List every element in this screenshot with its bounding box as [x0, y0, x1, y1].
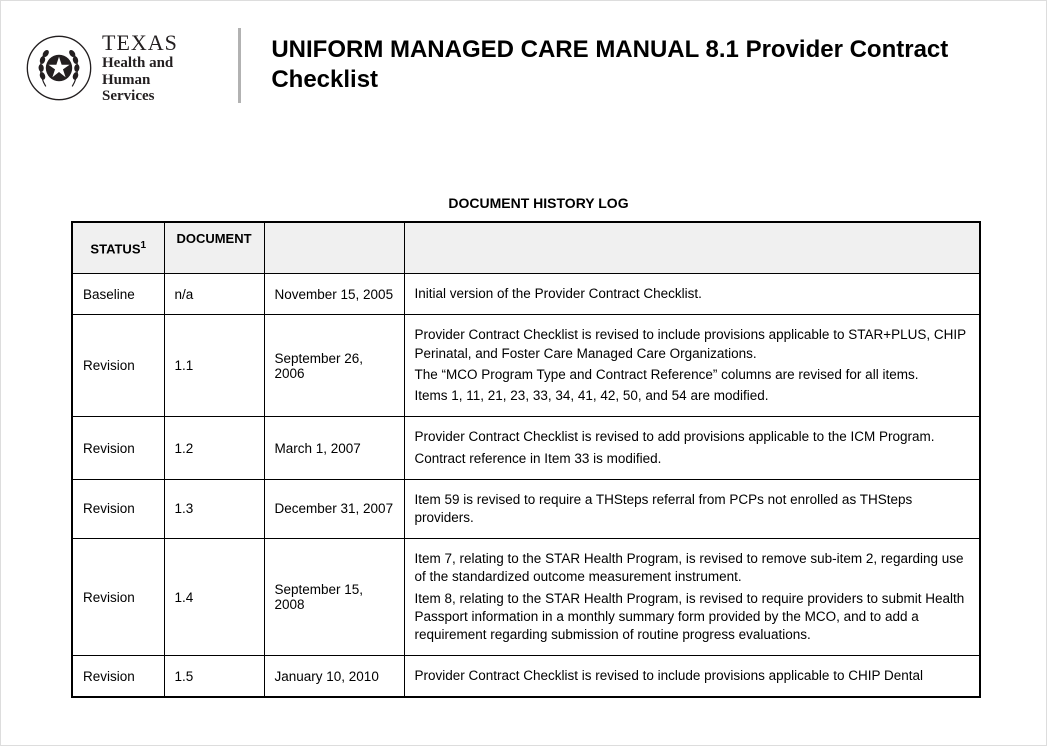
cell-description: Provider Contract Checklist is revised t… [404, 656, 980, 698]
description-paragraph: Item 8, relating to the STAR Health Prog… [415, 590, 970, 645]
table-header-row: STATUS1 DOCUMENT [72, 222, 980, 274]
cell-document: 1.3 [164, 479, 264, 538]
cell-description: Initial version of the Provider Contract… [404, 274, 980, 315]
cell-description: Item 59 is revised to require a THSteps … [404, 479, 980, 538]
org-subline-1: Health and Human [102, 55, 211, 88]
cell-description: Item 7, relating to the STAR Health Prog… [404, 539, 980, 656]
cell-document: 1.4 [164, 539, 264, 656]
description-paragraph: Provider Contract Checklist is revised t… [415, 667, 970, 685]
col-header-description [404, 222, 980, 274]
description-paragraph: Provider Contract Checklist is revised t… [415, 326, 970, 362]
document-title: UNIFORM MANAGED CARE MANUAL 8.1 Provider… [271, 31, 1006, 95]
cell-description: Provider Contract Checklist is revised t… [404, 417, 980, 479]
cell-document: n/a [164, 274, 264, 315]
cell-document: 1.1 [164, 315, 264, 417]
description-paragraph: Item 7, relating to the STAR Health Prog… [415, 550, 970, 586]
cell-date: September 15, 2008 [264, 539, 404, 656]
page-header: TEXAS Health and Human Services UNIFORM … [26, 31, 1006, 105]
cell-status: Revision [72, 479, 164, 538]
cell-status: Revision [72, 417, 164, 479]
col-header-status: STATUS1 [72, 222, 164, 274]
cell-document: 1.5 [164, 656, 264, 698]
description-paragraph: Initial version of the Provider Contract… [415, 285, 970, 303]
cell-status: Revision [72, 539, 164, 656]
history-log-table: STATUS1 DOCUMENT Baselinen/aNovember 15,… [71, 221, 981, 699]
table-row: Revision1.2March 1, 2007 Provider Contrac… [72, 417, 980, 479]
cell-date: January 10, 2010 [264, 656, 404, 698]
table-caption: DOCUMENT HISTORY LOG [71, 195, 1006, 211]
cell-date: March 1, 2007 [264, 417, 404, 479]
description-paragraph: Items 1, 11, 21, 23, 33, 34, 41, 42, 50,… [415, 387, 970, 405]
document-page: TEXAS Health and Human Services UNIFORM … [1, 1, 1046, 718]
org-subline-2: Services [102, 88, 211, 105]
org-logo-block: TEXAS Health and Human Services [26, 31, 226, 105]
cell-status: Baseline [72, 274, 164, 315]
org-text: TEXAS Health and Human Services [102, 31, 211, 105]
col-header-document: DOCUMENT [164, 222, 264, 274]
cell-document: 1.2 [164, 417, 264, 479]
header-divider [238, 28, 241, 103]
col-header-status-sup: 1 [141, 240, 147, 251]
cell-date: November 15, 2005 [264, 274, 404, 315]
description-paragraph: Contract reference in Item 33 is modifie… [415, 450, 970, 468]
table-body: Baselinen/aNovember 15, 2005 Initial vers… [72, 274, 980, 698]
cell-status: Revision [72, 315, 164, 417]
cell-description: Provider Contract Checklist is revised t… [404, 315, 980, 417]
description-paragraph: Provider Contract Checklist is revised t… [415, 428, 970, 446]
org-name: TEXAS [102, 31, 211, 55]
col-header-status-label: STATUS [90, 241, 140, 256]
col-header-date [264, 222, 404, 274]
state-seal-icon [26, 35, 92, 101]
table-row: Revision1.5January 10, 2010 Provider Cont… [72, 656, 980, 698]
table-row: Revision1.3December 31, 2007 Item 59 is r… [72, 479, 980, 538]
description-paragraph: Item 59 is revised to require a THSteps … [415, 491, 970, 527]
cell-date: December 31, 2007 [264, 479, 404, 538]
description-paragraph: The “MCO Program Type and Contract Refer… [415, 366, 970, 384]
table-row: Baselinen/aNovember 15, 2005 Initial vers… [72, 274, 980, 315]
cell-status: Revision [72, 656, 164, 698]
table-row: Revision1.1September 26, 2006 Provider Co… [72, 315, 980, 417]
cell-date: September 26, 2006 [264, 315, 404, 417]
table-row: Revision1.4September 15, 2008 Item 7, rel… [72, 539, 980, 656]
